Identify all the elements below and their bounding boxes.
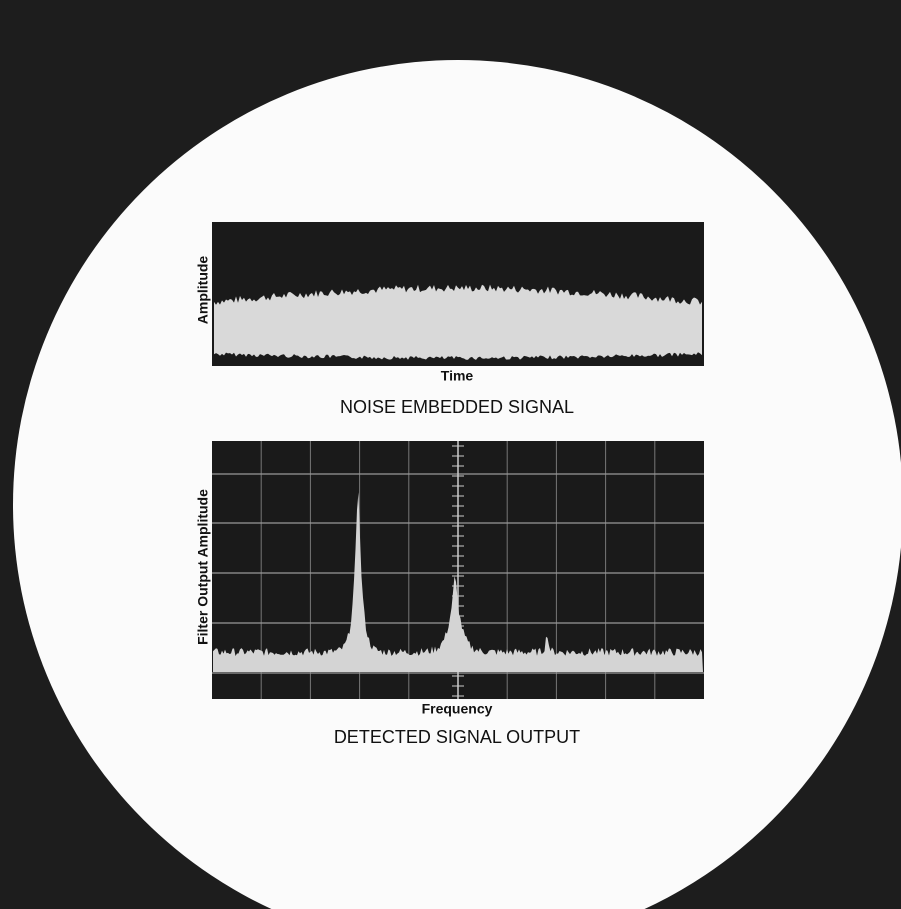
x-axis-label: Frequency: [422, 701, 493, 717]
y-axis-label: Amplitude: [195, 256, 211, 325]
y-axis-label: Filter Output Amplitude: [195, 489, 211, 645]
caption: DETECTED SIGNAL OUTPUT: [334, 727, 580, 747]
noise-band: [214, 284, 702, 360]
graticule: [212, 441, 704, 699]
noise-trace: [214, 284, 702, 360]
spectrum-trace: [213, 492, 703, 672]
spectrum-fill: [213, 492, 703, 672]
x-axis-label: Time: [441, 368, 474, 384]
caption: NOISE EMBEDDED SIGNAL: [340, 397, 574, 417]
